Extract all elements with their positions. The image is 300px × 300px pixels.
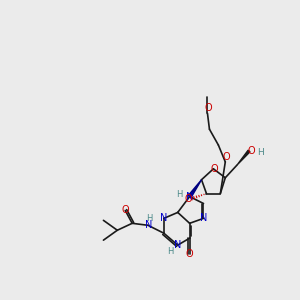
Text: H: H xyxy=(257,148,264,158)
Text: O: O xyxy=(186,249,194,259)
Text: N: N xyxy=(174,240,182,250)
Text: H: H xyxy=(146,214,152,223)
Text: N: N xyxy=(200,213,207,224)
Text: N: N xyxy=(160,213,168,224)
Text: O: O xyxy=(122,206,129,215)
Polygon shape xyxy=(188,180,202,198)
Text: O: O xyxy=(223,152,230,162)
Text: O: O xyxy=(205,103,212,113)
Polygon shape xyxy=(237,150,250,165)
Text: H: H xyxy=(176,190,183,199)
Text: O: O xyxy=(247,146,255,156)
Text: H: H xyxy=(168,247,174,256)
Text: N: N xyxy=(186,192,193,202)
Text: O: O xyxy=(185,194,193,203)
Text: O: O xyxy=(211,164,218,174)
Text: N: N xyxy=(145,220,153,230)
